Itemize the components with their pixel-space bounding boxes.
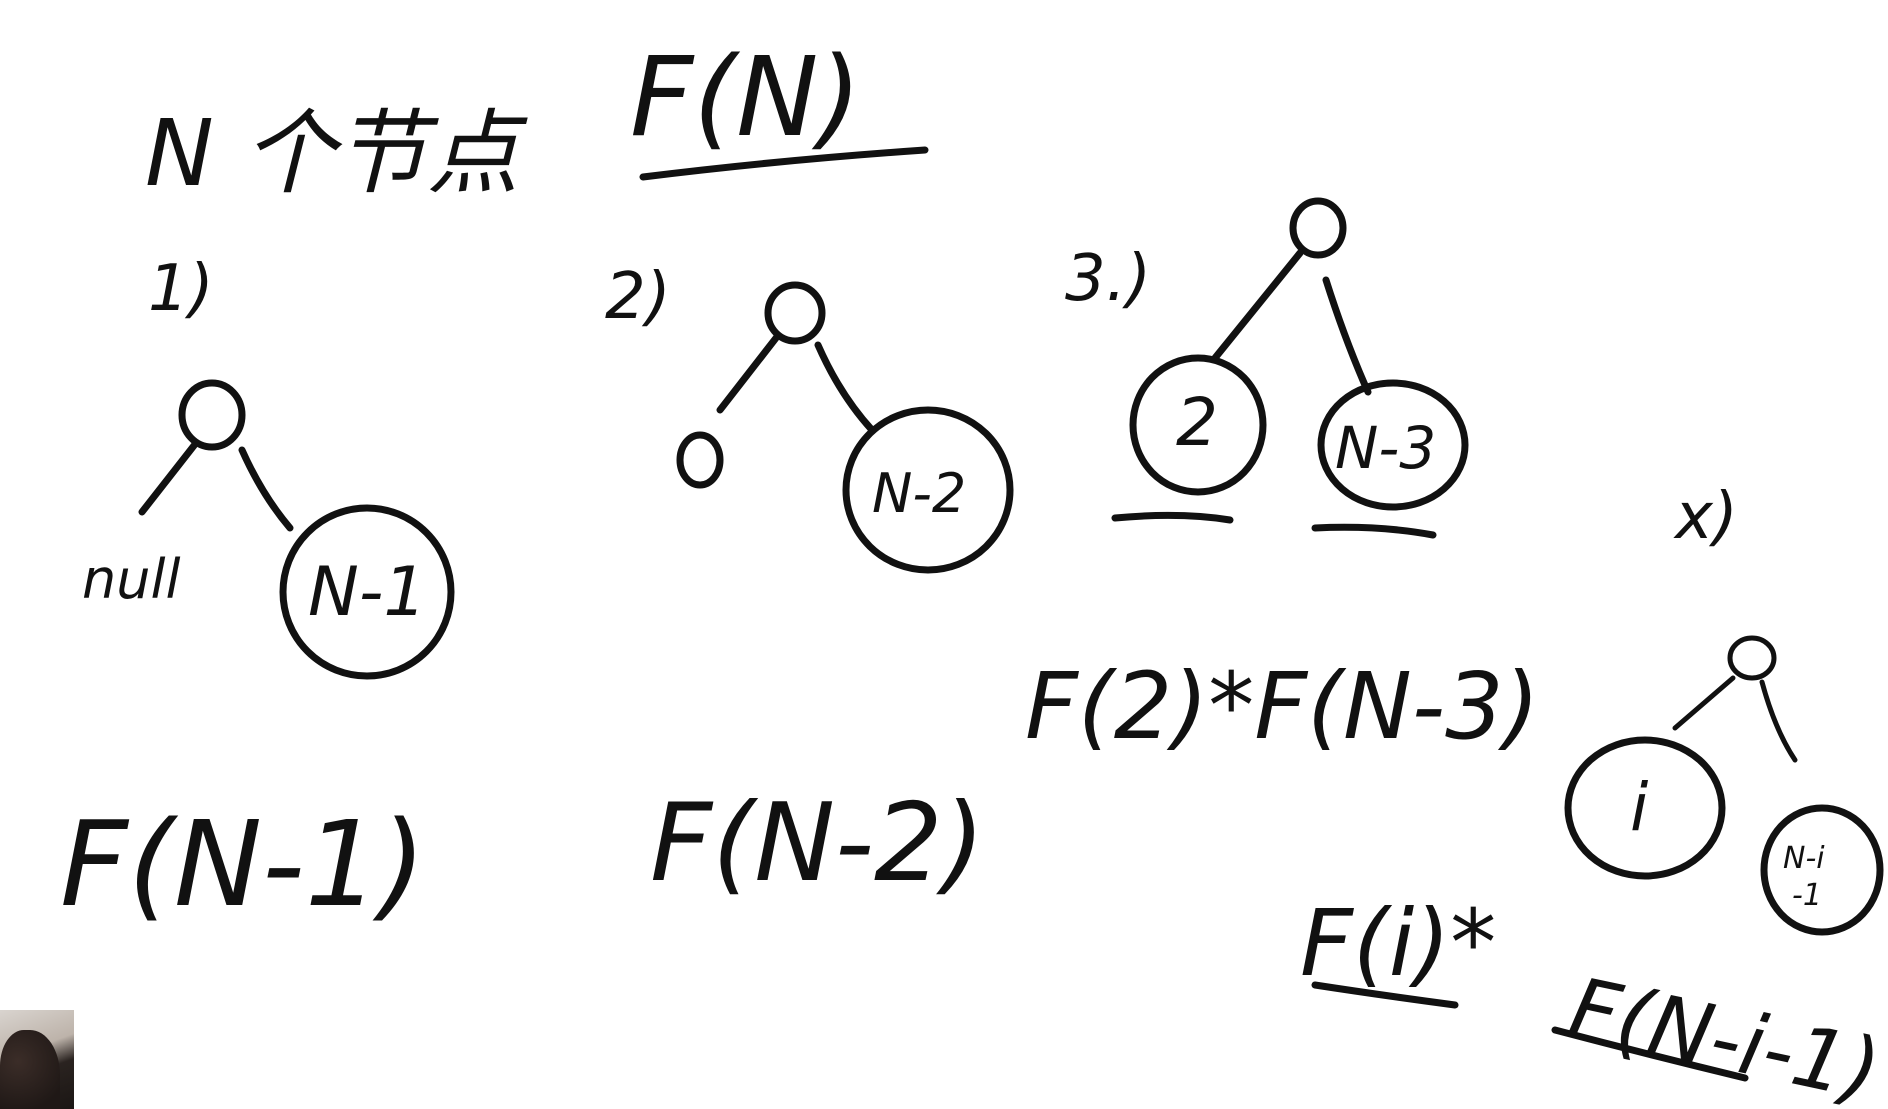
case-1-null-child: null bbox=[82, 548, 180, 611]
case-1-formula: F(N-1) bbox=[60, 795, 426, 933]
n-nodes-heading: N 个节点 bbox=[145, 100, 528, 207]
case-x-formula-left-underline bbox=[1311, 981, 1459, 1009]
case-1-left-edge bbox=[138, 439, 200, 516]
case-3-left-subtree bbox=[1129, 354, 1267, 496]
case-3-right-subtree-label: N-3 bbox=[1335, 414, 1436, 482]
case-1-right-subtree bbox=[279, 504, 455, 680]
case-2-formula: F(N-2) bbox=[650, 781, 985, 906]
case-2-left-edge bbox=[716, 334, 780, 414]
case-1-right-subtree-label: N-1 bbox=[308, 553, 427, 632]
case-1-right-edge bbox=[238, 446, 294, 532]
case-3-formula: F(2)*F(N-3) bbox=[1025, 653, 1540, 760]
case-x-label: x) bbox=[1673, 480, 1738, 554]
case-2-left-node bbox=[676, 431, 724, 489]
case-x-left-subtree-label: i bbox=[1630, 769, 1649, 846]
case-2-label: 2) bbox=[605, 260, 671, 334]
case-x-right-edge bbox=[1759, 679, 1798, 763]
f-n-underline bbox=[639, 146, 929, 181]
case-x-left-edge bbox=[1672, 675, 1736, 731]
case-x-right-subtree-label-top: N-i bbox=[1783, 841, 1825, 876]
case-3-right-subtree bbox=[1317, 379, 1469, 511]
case-x-root-node bbox=[1727, 635, 1777, 681]
case-2-right-edge bbox=[814, 341, 876, 434]
case-2-right-subtree-label: N-2 bbox=[872, 462, 966, 525]
case-1-root-node bbox=[178, 379, 246, 451]
case-3-right-underline bbox=[1311, 523, 1437, 539]
case-x-formula-right-underline bbox=[1551, 1026, 1749, 1082]
case-3-left-subtree-label: 2 bbox=[1176, 384, 1218, 461]
presenter-avatar bbox=[0, 1030, 60, 1109]
case-3-left-edge bbox=[1211, 249, 1304, 362]
case-x-right-subtree bbox=[1760, 804, 1884, 936]
case-x-formula-right: F(N-i-1) bbox=[1561, 959, 1888, 1109]
f-n-heading: F(N) bbox=[630, 33, 861, 161]
case-1-label: 1) bbox=[148, 252, 214, 326]
case-2-root-node bbox=[764, 281, 826, 345]
case-3-right-edge bbox=[1322, 276, 1372, 396]
case-3-label: 3.) bbox=[1065, 242, 1151, 316]
case-3-left-underline bbox=[1111, 511, 1234, 524]
case-x-left-subtree bbox=[1564, 736, 1726, 880]
webcam-overlay bbox=[0, 1010, 74, 1109]
case-x-right-subtree-label-bottom: -1 bbox=[1792, 878, 1822, 913]
case-x-formula-left: F(i)* bbox=[1300, 890, 1496, 997]
case-2-right-subtree bbox=[842, 406, 1014, 574]
case-3-root-node bbox=[1289, 197, 1347, 259]
